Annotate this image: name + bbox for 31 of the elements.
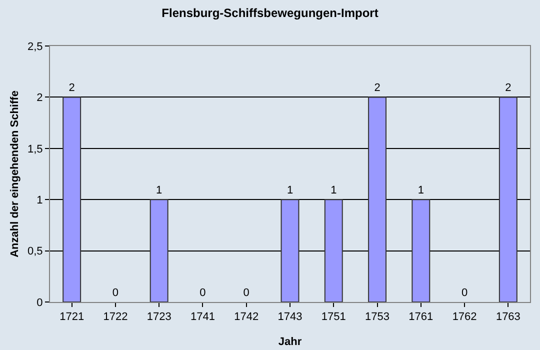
x-tick-label: 1763 bbox=[496, 311, 520, 324]
x-tick-label: 1743 bbox=[278, 311, 302, 324]
data-label: 1 bbox=[286, 184, 294, 197]
y-tick-label: 2 bbox=[36, 92, 43, 104]
y-tick-label: 1 bbox=[36, 194, 43, 206]
y-tick-label: 0,5 bbox=[28, 246, 43, 258]
data-label: 0 bbox=[112, 287, 119, 299]
data-label: 2 bbox=[374, 82, 380, 94]
y-axis-title: Anzahl der eingehenden Schiffe bbox=[9, 90, 21, 258]
data-label: 0 bbox=[200, 287, 206, 299]
data-label: 1 bbox=[418, 184, 424, 197]
x-tick-label: 1723 bbox=[146, 311, 172, 324]
x-tick-label: 1741 bbox=[190, 311, 215, 324]
data-label: 0 bbox=[243, 287, 250, 299]
y-tick-label: 2,5 bbox=[28, 40, 43, 53]
data-label: 1 bbox=[330, 184, 337, 197]
y-tick-label: 1,5 bbox=[28, 143, 43, 156]
chart-title: Flensburg-Schiffsbewegungen-Import bbox=[162, 6, 378, 20]
data-label: 0 bbox=[461, 287, 468, 299]
x-tick-label: 1742 bbox=[234, 311, 259, 324]
x-tick-label: 1751 bbox=[321, 311, 346, 324]
x-tick-label: 1753 bbox=[365, 311, 390, 324]
x-tick-label: 1721 bbox=[60, 311, 84, 324]
x-tick-label: 1762 bbox=[452, 311, 477, 324]
x-axis-title: Jahr bbox=[278, 336, 302, 348]
y-tick-label: 0 bbox=[36, 296, 43, 309]
data-label: 2 bbox=[68, 82, 75, 94]
x-tick-label: 1722 bbox=[103, 311, 128, 324]
x-tick-label: 1761 bbox=[408, 311, 434, 324]
data-label: 1 bbox=[156, 184, 162, 197]
data-label: 2 bbox=[505, 82, 512, 94]
